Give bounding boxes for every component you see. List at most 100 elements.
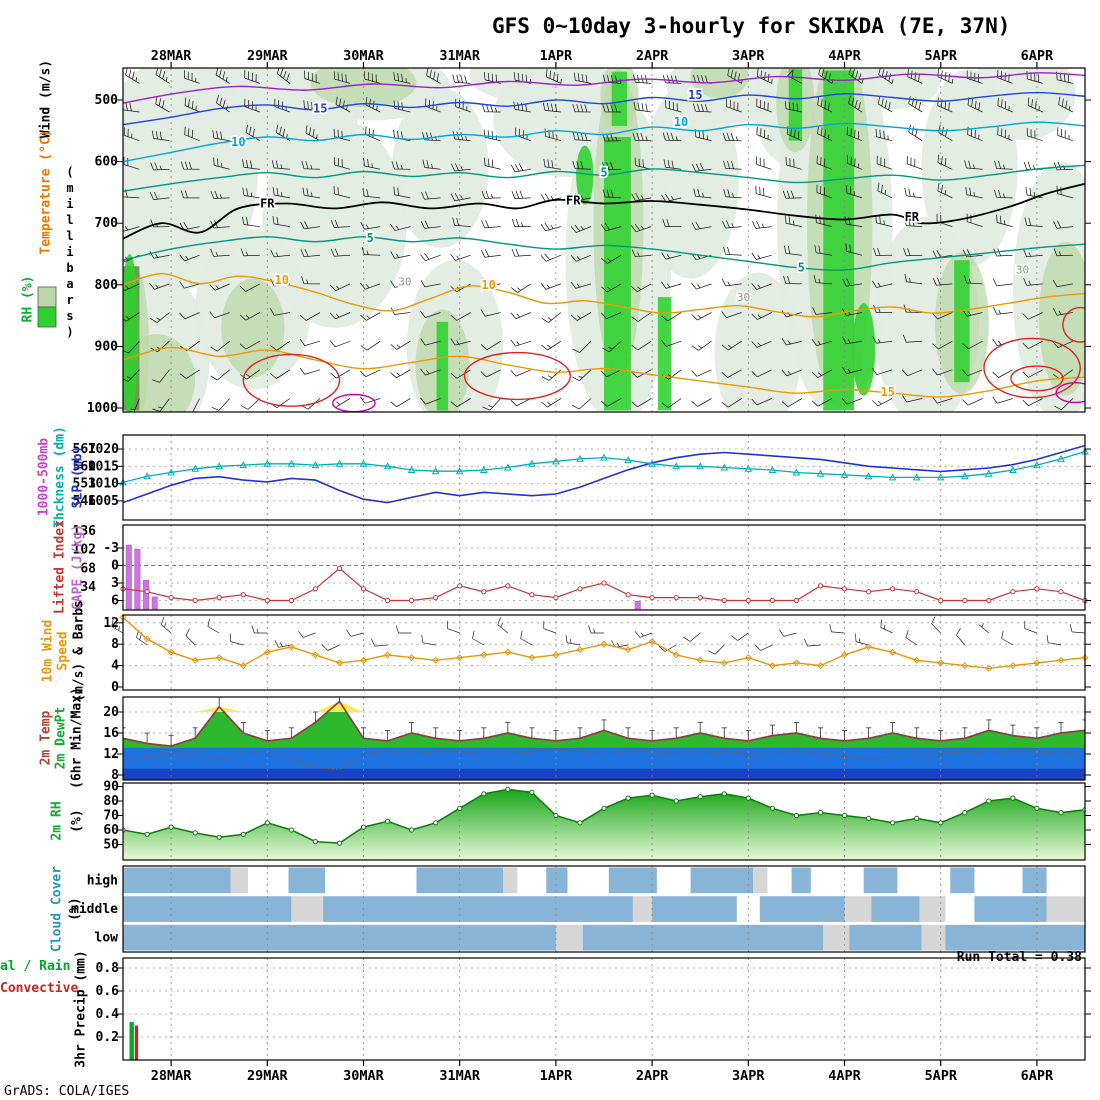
thickness-label-line2: Thckness (dm): [52, 426, 68, 528]
cloud-segment: [323, 896, 633, 922]
contour-label: 10: [674, 115, 688, 129]
dewpoint-band-dark: [123, 768, 1085, 780]
date-label: 30MAR: [343, 48, 385, 64]
cloud-segment: [690, 867, 754, 894]
rh2m-pct-label: (%): [69, 809, 85, 833]
cloud-segment: [1046, 896, 1085, 922]
contour-label: 10: [481, 278, 495, 292]
tick-label: 12: [103, 616, 119, 631]
temp-fill: [123, 701, 1085, 748]
date-label: 6APR: [1021, 48, 1054, 64]
contour-label: 10: [274, 273, 288, 287]
tick-label: 8: [111, 637, 119, 652]
tick-label: 20: [103, 705, 119, 720]
cloud-segment: [123, 924, 556, 951]
temp-hot-fill: [123, 701, 1085, 712]
tick-label: 4: [111, 659, 119, 674]
tick-label: 1005: [88, 494, 119, 509]
tick-label: 102: [73, 543, 96, 558]
date-label: 28MAR: [151, 1068, 193, 1084]
cloud-segment: [753, 867, 768, 894]
cloud-segment: [871, 896, 920, 922]
wind10m-speed-line: [122, 616, 1086, 670]
rh2m-label: 2m RH: [49, 801, 65, 841]
cloud-segment: [503, 867, 518, 894]
tick-label: 0: [111, 559, 119, 574]
upper-air-frame: [122, 67, 1086, 413]
cloud-segment: [974, 896, 1047, 922]
tick-label: 50: [103, 838, 119, 853]
slp-axis-label: SLP (mb): [70, 445, 86, 509]
tick-label: 6: [111, 594, 119, 609]
cloud-segment: [123, 867, 231, 894]
tick-label: 90: [103, 780, 119, 795]
cape-axis-label: CAPE (J/kg): [70, 523, 86, 611]
slp-frame: [122, 434, 1086, 521]
cloud-row-label: high: [87, 873, 118, 888]
slp-line: [122, 444, 1086, 504]
date-label: 30MAR: [343, 1068, 385, 1084]
wind10m-panel: [111, 613, 1089, 690]
contour-label: 5: [600, 166, 607, 180]
tick-label: 553: [73, 477, 96, 492]
page-title: GFS 0~10day 3-hourly for SKIKDA (7E, 37N…: [492, 14, 1011, 38]
cloud-segment: [416, 867, 503, 894]
tick-label: 1000: [87, 401, 118, 416]
li-cape-panel: [120, 525, 1088, 610]
cloud-segment: [844, 896, 872, 922]
tick-label: 0: [111, 680, 119, 695]
tick-label: 0.6: [96, 984, 120, 999]
rh-contour-label: 30: [737, 291, 750, 304]
cloud-segment: [921, 924, 946, 951]
date-label: 4APR: [828, 1068, 861, 1084]
cape-bar: [125, 544, 132, 610]
tick-label: 1020: [88, 442, 119, 457]
cape-bar: [634, 601, 641, 610]
cloud-frame: [122, 865, 1086, 953]
cloud-segment: [230, 867, 248, 894]
cloud-segment: [950, 867, 975, 894]
rh-legend-swatch: [37, 306, 57, 328]
cloud-pct-label: (%): [67, 897, 83, 921]
temp2m-line: [123, 700, 1085, 747]
date-label: 6APR: [1021, 1068, 1054, 1084]
date-label: 3APR: [732, 1068, 765, 1084]
tick-label: 60: [103, 823, 119, 838]
tick-label: 546: [73, 494, 97, 509]
lifted-index-label: Lifted Index: [52, 520, 68, 614]
cloud-segment: [849, 924, 922, 951]
run-total-text: Run Total = 0.38: [956, 950, 1082, 965]
cloud-segment: [652, 896, 737, 922]
contour-label: FR: [566, 193, 581, 207]
date-label: 31MAR: [439, 1068, 481, 1084]
rh2m-panel: [123, 783, 1085, 860]
temp2m-panel: [123, 697, 1085, 780]
millibars-axis-label: (millibars): [63, 165, 77, 341]
cloud-segment: [791, 867, 811, 894]
contour-label: 15: [313, 102, 327, 116]
cloud-segment: [945, 924, 1085, 951]
cloud-segment: [546, 867, 568, 894]
temperature-axis-label: Temperature (°C): [38, 129, 54, 255]
thickness-line: [122, 450, 1086, 484]
cloud-segment: [291, 896, 324, 922]
contour-label: 15: [688, 88, 702, 102]
minmax-label: (6hr Min/Max): [69, 687, 85, 789]
temp2m-frame: [122, 696, 1086, 781]
wind10m-frame: [122, 614, 1086, 691]
tick-label: 1015: [88, 459, 119, 474]
tick-label: 800: [95, 278, 119, 293]
date-label: 29MAR: [247, 1068, 289, 1084]
date-label: 28MAR: [151, 48, 193, 64]
precip-panel: [123, 958, 1085, 1061]
tick-label: 1010: [88, 477, 119, 492]
contour-label: FR: [905, 210, 920, 224]
dewpt2m-label: 2m DewPt: [53, 706, 69, 770]
date-label: 2APR: [636, 1068, 669, 1084]
temperature-contours: [123, 72, 1085, 412]
contour-label: 15: [881, 385, 895, 399]
tick-label: 0.2: [96, 1030, 119, 1045]
